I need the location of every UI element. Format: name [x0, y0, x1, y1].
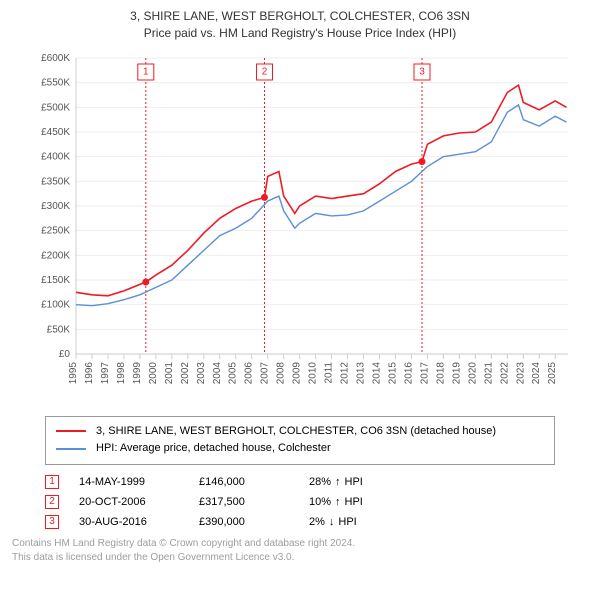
footnote-line-2: This data is licensed under the Open Gov… — [12, 552, 294, 563]
legend-label-red: 3, SHIRE LANE, WEST BERGHOLT, COLCHESTER… — [96, 423, 496, 441]
svg-text:2011: 2011 — [324, 361, 335, 383]
footnote: Contains HM Land Registry data © Crown c… — [12, 537, 588, 565]
chart-title: 3, SHIRE LANE, WEST BERGHOLT, COLCHESTER… — [12, 8, 588, 42]
footnote-line-1: Contains HM Land Registry data © Crown c… — [12, 538, 355, 549]
svg-text:2: 2 — [262, 66, 268, 77]
svg-text:2020: 2020 — [467, 361, 478, 384]
svg-text:1995: 1995 — [68, 361, 79, 384]
svg-text:£400K: £400K — [41, 151, 70, 162]
svg-text:£50K: £50K — [47, 324, 71, 335]
event-delta-label: HPI — [338, 516, 356, 528]
legend-swatch-blue — [56, 448, 86, 450]
event-row: 1 14-MAY-1999 £146,000 28% ↑ HPI — [45, 475, 555, 489]
svg-text:2004: 2004 — [212, 361, 223, 384]
svg-text:2005: 2005 — [228, 361, 239, 384]
svg-text:£500K: £500K — [41, 102, 70, 113]
event-marker-icon: 1 — [45, 475, 59, 489]
svg-text:2001: 2001 — [164, 361, 175, 384]
svg-text:2024: 2024 — [531, 361, 542, 384]
svg-text:2007: 2007 — [260, 361, 271, 384]
event-marker-icon: 3 — [45, 515, 59, 529]
svg-text:3: 3 — [419, 66, 425, 77]
event-date: 30-AUG-2016 — [79, 516, 179, 528]
event-row: 2 20-OCT-2006 £317,500 10% ↑ HPI — [45, 495, 555, 509]
event-delta-label: HPI — [345, 496, 363, 508]
event-price: £390,000 — [199, 516, 289, 528]
svg-text:2023: 2023 — [515, 361, 526, 384]
event-delta: 10% ↑ HPI — [309, 496, 409, 508]
arrow-up-icon: ↑ — [335, 496, 341, 508]
svg-text:2000: 2000 — [148, 361, 159, 384]
event-price: £146,000 — [199, 476, 289, 488]
svg-text:1999: 1999 — [132, 361, 143, 384]
title-line-2: Price paid vs. HM Land Registry's House … — [144, 26, 456, 40]
svg-text:£0: £0 — [59, 349, 71, 360]
svg-text:2013: 2013 — [356, 361, 367, 384]
svg-text:2015: 2015 — [387, 361, 398, 384]
svg-text:2006: 2006 — [244, 361, 255, 384]
svg-text:£350K: £350K — [41, 176, 70, 187]
chart-area: £0 £50K £100K £150K £200K £250K £300K £350K £400… — [22, 48, 578, 408]
svg-text:£200K: £200K — [41, 250, 70, 261]
svg-text:2021: 2021 — [483, 361, 494, 384]
svg-text:£450K: £450K — [41, 127, 70, 138]
svg-text:2016: 2016 — [403, 361, 414, 384]
svg-text:2018: 2018 — [435, 361, 446, 384]
legend-item-red: 3, SHIRE LANE, WEST BERGHOLT, COLCHESTER… — [56, 423, 544, 441]
event-table: 1 14-MAY-1999 £146,000 28% ↑ HPI 2 20-OC… — [45, 475, 555, 529]
event-delta-pct: 2% — [309, 516, 325, 528]
svg-text:2003: 2003 — [196, 361, 207, 384]
arrow-down-icon: ↓ — [329, 516, 335, 528]
svg-text:2022: 2022 — [499, 361, 510, 384]
arrow-up-icon: ↑ — [335, 476, 341, 488]
svg-text:£250K: £250K — [41, 225, 70, 236]
svg-text:2008: 2008 — [276, 361, 287, 384]
svg-text:2025: 2025 — [547, 361, 558, 384]
svg-text:2010: 2010 — [308, 361, 319, 384]
event-price: £317,500 — [199, 496, 289, 508]
line-chart-svg: £0 £50K £100K £150K £200K £250K £300K £350K £400… — [22, 48, 578, 408]
event-delta: 2% ↓ HPI — [309, 516, 409, 528]
event-delta-pct: 10% — [309, 496, 331, 508]
legend-label-blue: HPI: Average price, detached house, Colc… — [96, 440, 331, 458]
svg-text:2009: 2009 — [292, 361, 303, 384]
event-delta-pct: 28% — [309, 476, 331, 488]
legend-box: 3, SHIRE LANE, WEST BERGHOLT, COLCHESTER… — [45, 416, 555, 465]
svg-text:1998: 1998 — [116, 361, 127, 384]
legend-item-blue: HPI: Average price, detached house, Colc… — [56, 440, 544, 458]
svg-text:£300K: £300K — [41, 201, 70, 212]
svg-text:£600K: £600K — [41, 53, 70, 64]
event-delta: 28% ↑ HPI — [309, 476, 409, 488]
svg-text:£550K: £550K — [41, 77, 70, 88]
event-marker-icon: 2 — [45, 495, 59, 509]
svg-text:2012: 2012 — [340, 361, 351, 384]
event-row: 3 30-AUG-2016 £390,000 2% ↓ HPI — [45, 515, 555, 529]
svg-text:2014: 2014 — [372, 361, 383, 384]
svg-text:£100K: £100K — [41, 299, 70, 310]
svg-text:2017: 2017 — [419, 361, 430, 384]
svg-text:£150K: £150K — [41, 275, 70, 286]
event-delta-label: HPI — [345, 476, 363, 488]
event-date: 20-OCT-2006 — [79, 496, 179, 508]
svg-text:1: 1 — [143, 66, 149, 77]
event-date: 14-MAY-1999 — [79, 476, 179, 488]
svg-text:2002: 2002 — [180, 361, 191, 384]
title-line-1: 3, SHIRE LANE, WEST BERGHOLT, COLCHESTER… — [130, 9, 470, 23]
legend-swatch-red — [56, 430, 86, 432]
svg-text:2019: 2019 — [451, 361, 462, 384]
svg-text:1997: 1997 — [100, 361, 111, 384]
svg-text:1996: 1996 — [84, 361, 95, 384]
